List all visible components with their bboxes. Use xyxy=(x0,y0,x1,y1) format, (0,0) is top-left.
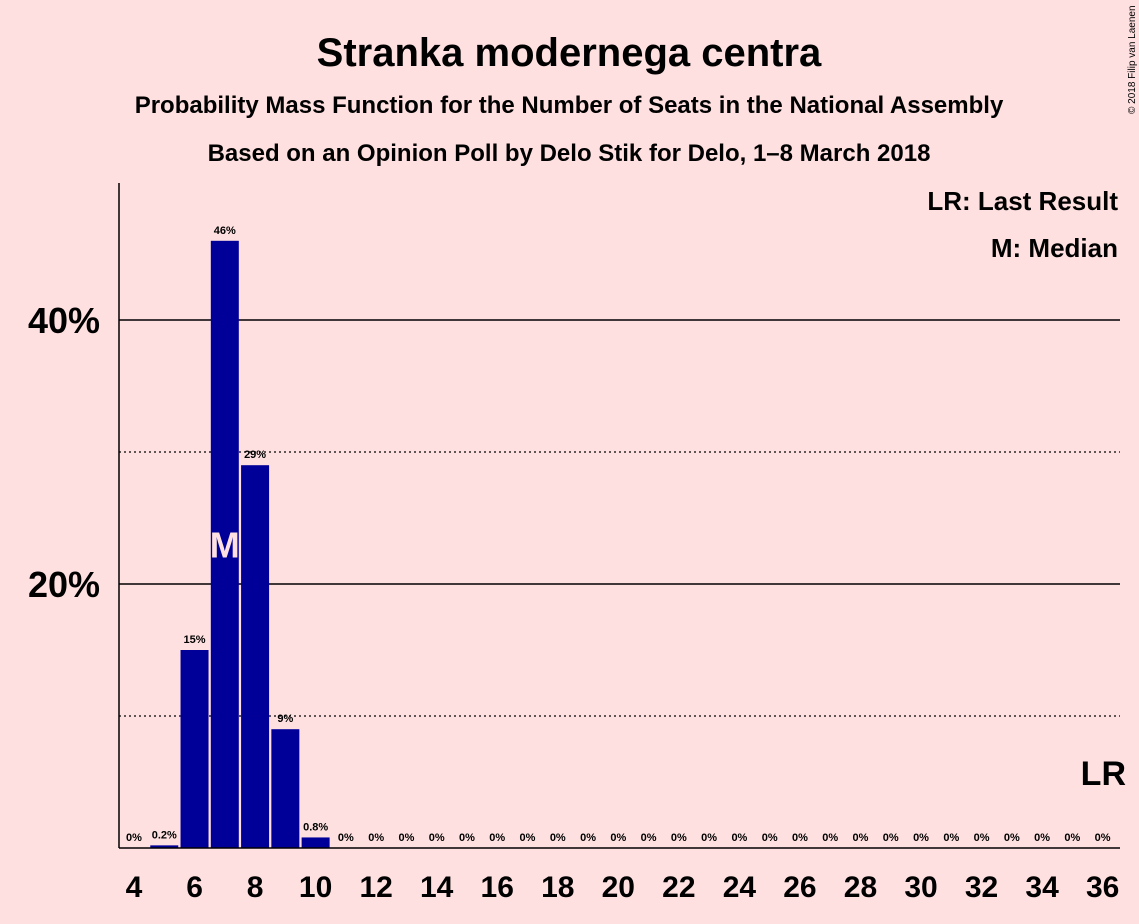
x-tick-label: 12 xyxy=(359,871,392,904)
data-label-seat-12: 0% xyxy=(368,832,384,844)
bar-seat-9 xyxy=(271,729,300,848)
data-label-seat-10: 0.8% xyxy=(303,821,328,833)
data-label-seat-27: 0% xyxy=(822,832,838,844)
data-label-seat-34: 0% xyxy=(1034,832,1050,844)
x-tick-label: 18 xyxy=(541,871,574,904)
bar-seat-5 xyxy=(150,845,179,848)
data-label-seat-26: 0% xyxy=(792,832,808,844)
x-tick-label: 14 xyxy=(420,871,454,904)
x-tick-label: 16 xyxy=(481,871,514,904)
data-label-seat-18: 0% xyxy=(550,832,566,844)
data-label-seat-8: 29% xyxy=(244,449,266,461)
data-label-seat-7: 46% xyxy=(214,225,236,237)
data-label-seat-23: 0% xyxy=(701,832,717,844)
copyright: © 2018 Filip van Laenen xyxy=(1127,5,1138,114)
data-label-seat-20: 0% xyxy=(610,832,626,844)
x-tick-label: 22 xyxy=(662,871,695,904)
chart-title: Stranka modernega centra xyxy=(317,31,822,75)
bar-seat-10 xyxy=(301,837,330,848)
chart-subtitle: Probability Mass Function for the Number… xyxy=(135,92,1004,119)
bar-seat-7 xyxy=(210,240,239,849)
x-tick-label: 32 xyxy=(965,871,998,904)
data-label-seat-14: 0% xyxy=(429,832,445,844)
data-label-seat-15: 0% xyxy=(459,832,475,844)
x-tick-label: 24 xyxy=(723,871,757,904)
chart-source: Based on an Opinion Poll by Delo Stik fo… xyxy=(208,140,931,167)
x-tick-label: 20 xyxy=(602,871,635,904)
bar-seat-6 xyxy=(180,650,209,848)
data-label-seat-5: 0.2% xyxy=(152,829,177,841)
data-label-seat-19: 0% xyxy=(580,832,596,844)
y-tick-labels: 20% 40% xyxy=(28,300,100,605)
x-tick-label: 30 xyxy=(904,871,937,904)
data-label-seat-36: 0% xyxy=(1095,832,1111,844)
legend-last-result: LR: Last Result xyxy=(927,186,1118,216)
bars xyxy=(150,240,330,849)
x-tick-label: 6 xyxy=(186,871,203,904)
gridlines xyxy=(119,319,1120,717)
x-tick-label: 26 xyxy=(783,871,816,904)
data-label-seat-31: 0% xyxy=(943,832,959,844)
x-tick-label: 8 xyxy=(247,871,264,904)
x-tick-label: 28 xyxy=(844,871,877,904)
data-label-seat-33: 0% xyxy=(1004,832,1020,844)
data-label-seat-11: 0% xyxy=(338,832,354,844)
x-tick-labels: 4 6 8 10 12 14 16 18 20 22 24 26 28 30 32 34 36 xyxy=(126,871,1120,904)
data-label-seat-25: 0% xyxy=(762,832,778,844)
data-label-seat-29: 0% xyxy=(883,832,899,844)
x-tick-label: 36 xyxy=(1086,871,1119,904)
data-label-seat-22: 0% xyxy=(671,832,687,844)
data-label-seat-4: 0% xyxy=(126,832,142,844)
data-label-seat-6: 15% xyxy=(184,634,206,646)
y-tick-label: 20% xyxy=(28,564,100,605)
data-label-seat-32: 0% xyxy=(974,832,990,844)
data-label-seat-9: 9% xyxy=(277,713,293,725)
x-tick-label: 34 xyxy=(1025,871,1059,904)
data-label-seat-28: 0% xyxy=(853,832,869,844)
last-result-marker: LR xyxy=(1081,755,1126,793)
data-label-seat-35: 0% xyxy=(1064,832,1080,844)
median-marker: M xyxy=(210,524,240,565)
y-tick-label: 40% xyxy=(28,300,100,341)
legend-median: M: Median xyxy=(991,233,1118,263)
data-label-seat-24: 0% xyxy=(731,832,747,844)
bar-labels: 0% 0.2% 15% 46% 29% 9% 0.8% 0% 0% 0% 0% 0% 0% 0% 0% 0% 0… xyxy=(126,225,1111,844)
data-label-seat-16: 0% xyxy=(489,832,505,844)
data-label-seat-30: 0% xyxy=(913,832,929,844)
x-tick-label: 4 xyxy=(126,871,143,904)
data-label-seat-13: 0% xyxy=(398,832,414,844)
bar-seat-8 xyxy=(241,465,270,848)
data-label-seat-17: 0% xyxy=(520,832,536,844)
data-label-seat-21: 0% xyxy=(641,832,657,844)
x-tick-label: 10 xyxy=(299,871,332,904)
